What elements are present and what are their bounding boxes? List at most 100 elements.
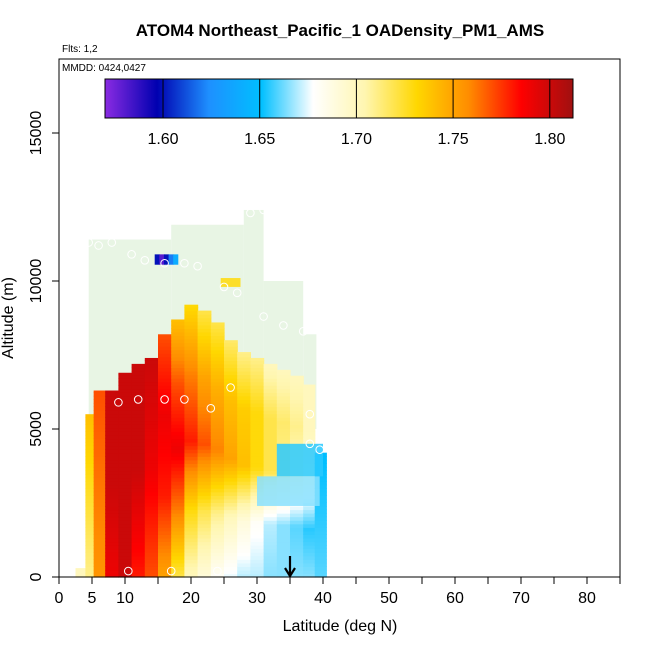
y-tick-label: 5000 — [28, 411, 45, 447]
heatmap-cell — [210, 385, 225, 390]
heatmap-cell — [290, 402, 304, 408]
heatmap-cell — [158, 431, 172, 436]
heatmap-cell — [131, 488, 146, 493]
heatmap-cell — [184, 424, 199, 429]
heatmap-cell — [303, 431, 316, 436]
heatmap-cell — [93, 473, 106, 479]
heatmap-cell — [85, 473, 95, 479]
heatmap-cell — [250, 417, 265, 422]
heatmap-cell — [210, 523, 225, 528]
heatmap-cell — [237, 427, 251, 432]
heatmap-cell — [184, 573, 199, 578]
heatmap-cell — [276, 545, 291, 550]
chart-title: ATOM4 Northeast_Pacific_1 OADensity_PM1_… — [136, 21, 544, 40]
heatmap-cell — [171, 363, 185, 369]
heatmap-cell — [131, 445, 146, 450]
x-tick-label: 10 — [116, 590, 134, 607]
heatmap-cell — [171, 481, 185, 486]
heatmap-cell — [144, 445, 159, 450]
x-axis: 0 5 10 20 30 40 50 60 70 80 — [55, 577, 621, 607]
heatmap-cell — [314, 566, 327, 571]
heatmap-cell — [85, 488, 95, 493]
heatmap-cell — [171, 445, 185, 450]
heatmap-cell — [93, 456, 106, 461]
heatmap-cell — [237, 562, 251, 567]
heatmap-cell — [184, 559, 199, 564]
heatmap-cell — [210, 484, 225, 489]
heatmap-cell — [184, 367, 199, 372]
heatmap-cell — [237, 552, 251, 557]
heatmap-cell — [263, 562, 278, 567]
heatmap-cell — [224, 509, 238, 514]
heatmap-cell — [105, 569, 119, 575]
heatmap-cell — [93, 431, 106, 436]
heatmap-cell — [290, 378, 304, 383]
heatmap-cell — [171, 431, 185, 436]
heatmap-cell — [290, 537, 304, 543]
heatmap-cell — [224, 523, 238, 528]
heatmap-cell — [158, 334, 172, 337]
heatmap-cell — [197, 349, 212, 354]
heatmap-cell — [144, 481, 159, 486]
heatmap-cell — [314, 527, 327, 532]
heatmap-cell — [171, 569, 185, 575]
heatmap-cell — [184, 523, 199, 528]
heatmap-cell — [105, 395, 119, 400]
heatmap-cell — [144, 402, 159, 408]
heatmap-cell — [131, 424, 146, 429]
heatmap-cell — [184, 360, 199, 365]
heatmap-cell — [224, 388, 238, 393]
heatmap-cell — [197, 466, 212, 472]
heatmap-cell — [314, 548, 327, 553]
heatmap-cell — [118, 481, 133, 486]
y-tick-label: 15000 — [28, 111, 45, 156]
heatmap-cell — [303, 417, 316, 422]
heatmap-cell — [93, 562, 106, 567]
heatmap-cell — [144, 413, 159, 418]
heatmap-cell — [158, 417, 172, 422]
heatmap-cell — [224, 420, 238, 425]
heatmap-cell — [184, 374, 199, 379]
heatmap-cell — [85, 545, 95, 550]
heatmap-cell — [158, 459, 172, 464]
heatmap-cell — [276, 413, 291, 418]
heatmap-cell — [85, 477, 95, 482]
heatmap-cell — [197, 449, 212, 454]
heatmap-cell — [276, 385, 291, 390]
heatmap-cell — [237, 573, 251, 578]
heatmap-cell — [171, 534, 185, 539]
heatmap-cell — [210, 413, 225, 418]
heatmap-cell — [144, 513, 159, 518]
heatmap-cell — [314, 569, 327, 575]
heatmap-cell — [184, 516, 199, 521]
heatmap-cell — [276, 505, 291, 511]
heatmap-cell — [224, 541, 238, 546]
heatmap-cell — [85, 431, 95, 436]
heatmap-cell — [224, 445, 238, 450]
data-point — [206, 403, 216, 413]
heatmap-cell — [224, 374, 238, 379]
data-point — [315, 445, 325, 455]
heatmap-cell — [210, 445, 225, 450]
heatmap-cell — [93, 434, 106, 440]
heatmap-cell — [290, 420, 304, 425]
heatmap-cell — [171, 530, 185, 535]
heatmap-cell — [131, 509, 146, 514]
heatmap-cell — [158, 569, 172, 575]
heatmap-cell — [276, 427, 291, 432]
heatmap-cell — [184, 509, 199, 514]
heatmap-cell — [171, 328, 185, 333]
heatmap-cell — [303, 530, 316, 535]
heatmap-cell — [210, 360, 225, 365]
heatmap-cell — [118, 520, 133, 525]
heatmap-cell — [197, 395, 212, 400]
heatmap-cell — [131, 374, 146, 379]
heatmap-cell — [131, 566, 146, 571]
heatmap-cell — [250, 545, 265, 550]
heatmap-cell — [144, 569, 159, 575]
heatmap-cell — [93, 395, 106, 400]
heatmap-cell — [184, 335, 199, 340]
heatmap-cell — [85, 456, 95, 461]
x-tick-label: 5 — [88, 590, 97, 607]
